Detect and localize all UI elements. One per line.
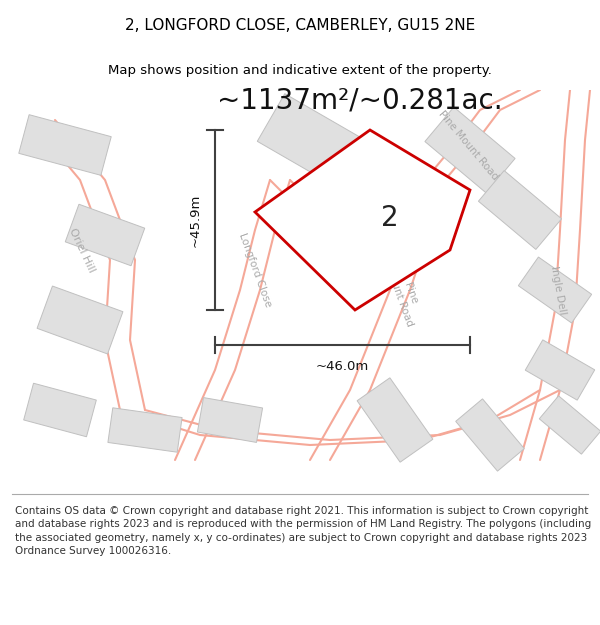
Text: Pine Mount Road: Pine Mount Road xyxy=(436,108,500,182)
Text: Ingle Dell: Ingle Dell xyxy=(549,265,567,315)
Text: Longford Close: Longford Close xyxy=(237,232,273,308)
Text: ~45.9m: ~45.9m xyxy=(188,193,202,247)
Text: 2: 2 xyxy=(381,204,399,232)
Polygon shape xyxy=(255,130,470,310)
Polygon shape xyxy=(37,286,123,354)
Polygon shape xyxy=(23,383,97,437)
Text: ~46.0m: ~46.0m xyxy=(316,361,369,374)
Polygon shape xyxy=(65,204,145,266)
Polygon shape xyxy=(525,340,595,400)
Polygon shape xyxy=(19,114,111,176)
Polygon shape xyxy=(518,257,592,323)
Polygon shape xyxy=(197,398,263,442)
Text: Contains OS data © Crown copyright and database right 2021. This information is : Contains OS data © Crown copyright and d… xyxy=(15,506,591,556)
Text: Map shows position and indicative extent of the property.: Map shows position and indicative extent… xyxy=(108,64,492,77)
Polygon shape xyxy=(478,171,562,249)
Text: ~1137m²/~0.281ac.: ~1137m²/~0.281ac. xyxy=(217,86,503,114)
Polygon shape xyxy=(456,399,524,471)
Polygon shape xyxy=(357,378,433,462)
Polygon shape xyxy=(257,94,363,186)
Text: Pine
Mount Road: Pine Mount Road xyxy=(384,262,426,328)
Polygon shape xyxy=(539,396,600,454)
Polygon shape xyxy=(108,408,182,452)
Text: 2, LONGFORD CLOSE, CAMBERLEY, GU15 2NE: 2, LONGFORD CLOSE, CAMBERLEY, GU15 2NE xyxy=(125,18,475,32)
Polygon shape xyxy=(317,191,413,279)
Polygon shape xyxy=(425,107,515,193)
Text: Oriel Hill: Oriel Hill xyxy=(67,226,97,274)
